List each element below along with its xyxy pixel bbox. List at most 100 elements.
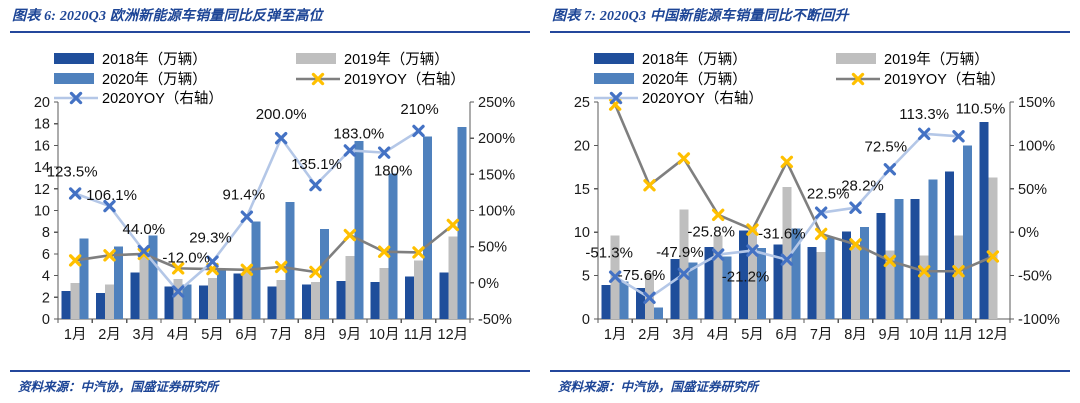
panel-title-europe: 图表 6: 2020Q3 欧洲新能源车销量同比反弹至高位 <box>12 9 323 24</box>
bars-2020年 <box>619 145 972 319</box>
svg-text:10月: 10月 <box>909 327 940 343</box>
svg-text:200.0%: 200.0% <box>256 106 307 123</box>
svg-text:5月: 5月 <box>201 327 224 343</box>
svg-text:-50%: -50% <box>1018 269 1052 285</box>
axes <box>54 101 474 323</box>
svg-text:72.5%: 72.5% <box>865 138 908 155</box>
line-2019YOY <box>608 98 1000 278</box>
svg-text:-25.8%: -25.8% <box>687 224 735 241</box>
data-labels: 123.5% 106.1% 44.0% -12.0% 29.3% 91.4% 200.0% 1… <box>47 101 439 267</box>
svg-text:-47.9%: -47.9% <box>656 244 704 261</box>
axes <box>594 101 1014 323</box>
svg-text:50%: 50% <box>1018 182 1047 198</box>
svg-text:2020年（万辆）: 2020年（万辆） <box>642 71 747 88</box>
svg-text:14: 14 <box>34 160 50 176</box>
svg-text:-12.0%: -12.0% <box>162 250 210 267</box>
svg-text:2019年（万辆）: 2019年（万辆） <box>344 51 449 68</box>
legend: 2018年（万辆） 2020年（万辆） 2020YOY（右轴） 2019年（万辆） 20… <box>54 51 465 107</box>
svg-text:200%: 200% <box>478 131 515 147</box>
svg-text:110.5%: 110.5% <box>956 100 1006 117</box>
line-2020YOY <box>68 124 425 298</box>
svg-text:11月: 11月 <box>944 327 974 343</box>
svg-text:2月: 2月 <box>98 327 121 343</box>
svg-text:6月: 6月 <box>236 327 259 343</box>
svg-text:20: 20 <box>574 138 590 154</box>
svg-text:2月: 2月 <box>638 327 661 343</box>
svg-text:-51.3%: -51.3% <box>585 245 633 262</box>
svg-text:2019YOY（右轴）: 2019YOY（右轴） <box>884 71 1005 88</box>
svg-text:1月: 1月 <box>604 327 627 343</box>
china-combo-chart: 0 5 10 15 20 25 -100% -50% 0% 50% 100% 150% 1月 2月 3月 4月… <box>550 35 1070 369</box>
source-note-europe: 资料来源：中汽协，国盛证券研究所 <box>18 380 219 394</box>
svg-text:18: 18 <box>34 117 50 133</box>
svg-text:12: 12 <box>34 182 50 198</box>
svg-text:8月: 8月 <box>304 327 327 343</box>
svg-text:22.5%: 22.5% <box>807 186 850 203</box>
svg-text:28.2%: 28.2% <box>841 178 884 195</box>
axis-tick-labels: 0 2 4 6 8 10 12 14 16 18 20 -50% 0% 50% 100% 150% 200% 25… <box>34 95 515 343</box>
svg-text:25: 25 <box>574 95 590 111</box>
svg-text:2: 2 <box>42 290 50 306</box>
svg-text:2020YOY（右轴）: 2020YOY（右轴） <box>102 90 223 107</box>
svg-text:3月: 3月 <box>133 327 156 343</box>
svg-text:15: 15 <box>574 182 590 198</box>
title-divider <box>10 31 530 33</box>
svg-text:7月: 7月 <box>810 327 833 343</box>
svg-text:-75.6%: -75.6% <box>618 267 666 284</box>
svg-text:2020年（万辆）: 2020年（万辆） <box>102 71 207 88</box>
svg-text:44.0%: 44.0% <box>123 221 166 238</box>
svg-text:2019YOY（右轴）: 2019YOY（右轴） <box>344 71 465 88</box>
svg-text:20: 20 <box>34 95 50 111</box>
svg-text:2019年（万辆）: 2019年（万辆） <box>884 51 989 68</box>
source-note-china: 资料来源：中汽协，国盛证券研究所 <box>558 380 759 394</box>
svg-text:150%: 150% <box>478 167 515 183</box>
svg-text:135.1%: 135.1% <box>291 156 342 173</box>
svg-text:4月: 4月 <box>707 327 730 343</box>
chart-panel-europe: 图表 6: 2020Q3 欧洲新能源车销量同比反弹至高位 0 2 4 6 8 10 12 14… <box>0 0 540 395</box>
svg-text:113.3%: 113.3% <box>899 106 949 123</box>
svg-text:-50%: -50% <box>478 312 512 328</box>
europe-combo-chart: 0 2 4 6 8 10 12 14 16 18 20 -50% 0% 50% 100% 150% 200% 25… <box>10 35 530 369</box>
svg-text:10月: 10月 <box>369 327 400 343</box>
svg-text:16: 16 <box>34 138 50 154</box>
svg-text:0: 0 <box>42 312 50 328</box>
svg-text:-21.2%: -21.2% <box>722 269 770 286</box>
svg-text:0%: 0% <box>478 276 499 292</box>
svg-text:29.3%: 29.3% <box>189 230 232 247</box>
svg-text:2018年（万辆）: 2018年（万辆） <box>102 51 207 68</box>
svg-text:6月: 6月 <box>776 327 799 343</box>
svg-text:9月: 9月 <box>339 327 362 343</box>
svg-text:0: 0 <box>582 312 590 328</box>
svg-text:5月: 5月 <box>741 327 764 343</box>
svg-text:10: 10 <box>34 204 50 220</box>
svg-text:10: 10 <box>574 225 590 241</box>
axis-tick-labels: 0 5 10 15 20 25 -100% -50% 0% 50% 100% 150% 1月 2月 3月 4月… <box>574 95 1060 343</box>
svg-text:150%: 150% <box>1018 95 1055 111</box>
svg-text:4: 4 <box>42 269 50 285</box>
svg-text:0%: 0% <box>1018 225 1039 241</box>
svg-text:-100%: -100% <box>1018 312 1060 328</box>
panel-title-china: 图表 7: 2020Q3 中国新能源车销量同比不断回升 <box>552 9 849 24</box>
svg-text:106.1%: 106.1% <box>86 187 137 204</box>
svg-text:5: 5 <box>582 269 590 285</box>
svg-text:100%: 100% <box>478 204 515 220</box>
svg-text:3月: 3月 <box>673 327 696 343</box>
svg-text:2020YOY（右轴）: 2020YOY（右轴） <box>642 90 763 107</box>
svg-text:183.0%: 183.0% <box>333 125 384 142</box>
svg-text:2018年（万辆）: 2018年（万辆） <box>642 51 747 68</box>
bars-2018年 <box>61 272 449 319</box>
svg-text:4月: 4月 <box>167 327 190 343</box>
svg-text:210%: 210% <box>400 101 438 118</box>
svg-text:1月: 1月 <box>64 327 87 343</box>
source-divider <box>10 370 530 372</box>
svg-text:180%: 180% <box>374 163 412 180</box>
svg-text:-31.6%: -31.6% <box>758 226 806 243</box>
svg-text:8月: 8月 <box>844 327 867 343</box>
svg-text:123.5%: 123.5% <box>47 164 98 181</box>
svg-text:9月: 9月 <box>879 327 902 343</box>
svg-text:50%: 50% <box>478 240 507 256</box>
source-divider <box>550 370 1070 372</box>
svg-text:91.4%: 91.4% <box>223 187 266 204</box>
svg-text:12月: 12月 <box>978 327 1009 343</box>
svg-text:100%: 100% <box>1018 138 1055 154</box>
